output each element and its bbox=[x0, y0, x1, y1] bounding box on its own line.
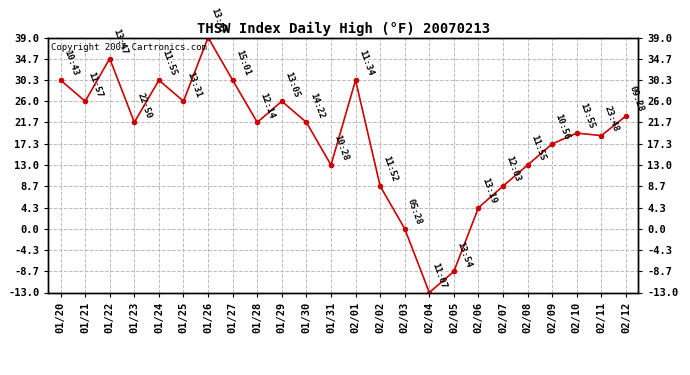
Text: 13:47: 13:47 bbox=[111, 27, 129, 56]
Text: Copyright 2007 Cartronics.com: Copyright 2007 Cartronics.com bbox=[51, 43, 207, 52]
Text: 11:55: 11:55 bbox=[529, 134, 546, 162]
Text: 10:56: 10:56 bbox=[553, 113, 571, 141]
Text: 13:19: 13:19 bbox=[480, 177, 497, 205]
Text: 12:03: 12:03 bbox=[504, 155, 522, 183]
Text: 13:55: 13:55 bbox=[578, 102, 596, 130]
Text: 11:55: 11:55 bbox=[160, 49, 178, 77]
Text: 13:31: 13:31 bbox=[185, 70, 203, 99]
Text: 11:34: 11:34 bbox=[357, 49, 375, 77]
Text: 13:05: 13:05 bbox=[283, 70, 301, 99]
Text: 05:28: 05:28 bbox=[406, 198, 424, 226]
Title: THSW Index Daily High (°F) 20070213: THSW Index Daily High (°F) 20070213 bbox=[197, 22, 490, 36]
Text: 13:47: 13:47 bbox=[210, 6, 227, 35]
Text: 22:50: 22:50 bbox=[136, 91, 153, 120]
Text: 23:48: 23:48 bbox=[603, 105, 620, 133]
Text: 11:52: 11:52 bbox=[382, 155, 400, 183]
Text: 11:07: 11:07 bbox=[431, 261, 448, 290]
Text: 11:57: 11:57 bbox=[86, 70, 104, 99]
Text: 15:01: 15:01 bbox=[234, 49, 252, 77]
Text: 13:54: 13:54 bbox=[455, 240, 473, 268]
Text: 12:14: 12:14 bbox=[259, 91, 276, 120]
Text: 14:22: 14:22 bbox=[308, 91, 326, 120]
Text: 09:28: 09:28 bbox=[627, 85, 645, 113]
Text: 10:43: 10:43 bbox=[62, 49, 79, 77]
Text: 10:28: 10:28 bbox=[333, 134, 350, 162]
